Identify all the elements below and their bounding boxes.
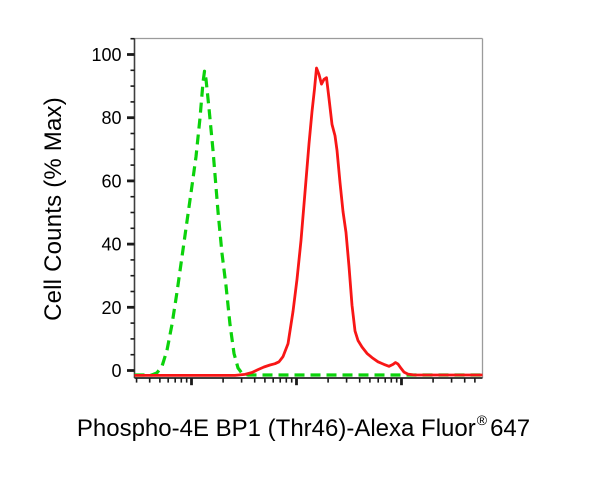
red-solid-histogram-curve bbox=[134, 66, 483, 377]
y-tick-label: 20 bbox=[101, 298, 121, 318]
y-tick-label: 100 bbox=[91, 45, 121, 65]
green-dashed-histogram-curve bbox=[134, 69, 483, 377]
y-tick-label: 80 bbox=[101, 108, 121, 128]
y-tick-label: 40 bbox=[101, 235, 121, 255]
y-tick-label: 0 bbox=[111, 361, 121, 381]
x-axis-title-main: Phospho-4E BP1 (Thr46)-Alexa Fluor bbox=[76, 415, 476, 442]
x-axis-title-number: 647 bbox=[490, 415, 531, 442]
x-axis-ticks bbox=[135, 378, 476, 386]
x-axis-title: Phospho-4E BP1 (Thr46)-Alexa Fluor® 647 bbox=[0, 412, 607, 443]
registered-trademark-symbol: ® bbox=[476, 412, 488, 428]
plot-frame bbox=[133, 37, 484, 379]
y-axis-title: Cell Counts (% Max) bbox=[40, 97, 67, 321]
y-axis-ticks: 0 20 40 60 80 100 bbox=[91, 37, 135, 381]
y-tick-label: 60 bbox=[101, 171, 121, 191]
